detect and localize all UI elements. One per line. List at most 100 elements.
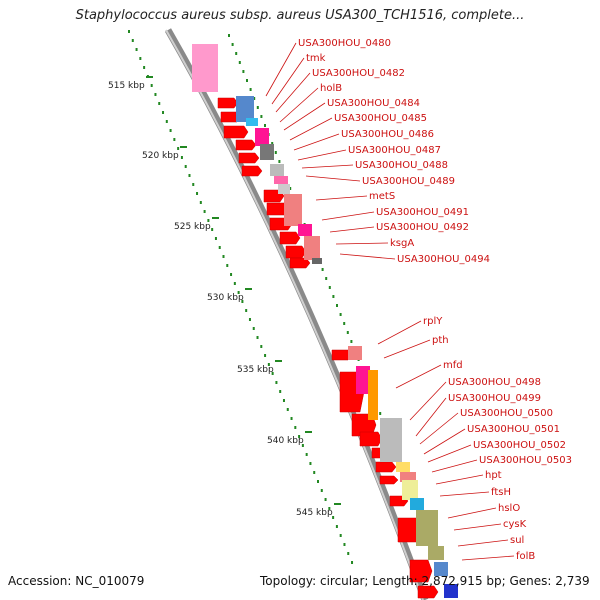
topology-text: Topology: circular; Length: 2,872,915 bp… bbox=[260, 574, 590, 588]
leader-line bbox=[461, 555, 515, 561]
leader-line bbox=[377, 320, 422, 345]
scale-dot bbox=[286, 408, 289, 411]
scale-dot bbox=[242, 70, 245, 73]
gene-block bbox=[236, 96, 254, 122]
scale-label: 540 kbp bbox=[267, 436, 304, 446]
scale-dot bbox=[230, 273, 233, 276]
scale-dot bbox=[228, 34, 230, 37]
leader-line bbox=[275, 72, 311, 113]
scale-dot bbox=[336, 304, 338, 307]
map-title: Staphylococcus aureus subsp. aureus USA3… bbox=[75, 8, 525, 23]
gene-label: USA300HOU_0502 bbox=[473, 440, 566, 451]
gene-label: USA300HOU_0488 bbox=[355, 160, 448, 171]
scale-dot bbox=[343, 322, 346, 325]
leader-line bbox=[297, 149, 347, 161]
scale-dot bbox=[343, 543, 346, 546]
leader-line bbox=[419, 412, 459, 445]
gene-label: USA300HOU_0487 bbox=[348, 145, 441, 156]
gene-label: ksgA bbox=[390, 238, 414, 249]
scale-dot bbox=[214, 237, 217, 240]
scale-dot bbox=[196, 192, 199, 195]
gene-block bbox=[348, 346, 362, 360]
gene-block bbox=[444, 584, 458, 598]
scale-dot bbox=[264, 354, 267, 357]
scale-label: 545 kbp bbox=[296, 508, 333, 518]
scale-dot bbox=[226, 264, 229, 267]
scale-label: 515 kbp bbox=[108, 81, 145, 91]
scale-dot bbox=[241, 300, 244, 303]
gene-block bbox=[260, 144, 274, 160]
scale-dot bbox=[203, 210, 206, 213]
leader-line bbox=[439, 491, 490, 497]
scale-dot bbox=[274, 151, 277, 154]
gene-label: USA300HOU_0480 bbox=[298, 38, 391, 49]
accession-text: Accession: NC_010079 bbox=[8, 574, 145, 588]
scale-dot bbox=[294, 426, 297, 429]
scale-dot bbox=[177, 147, 180, 150]
leader-line bbox=[279, 87, 319, 123]
leader-line bbox=[427, 444, 472, 463]
tick-mark bbox=[180, 146, 187, 148]
scale-dot bbox=[135, 48, 138, 51]
gene-label: hslO bbox=[498, 503, 520, 514]
leader-line bbox=[289, 117, 333, 141]
scale-dot bbox=[222, 255, 225, 258]
scale-dot bbox=[253, 97, 256, 100]
gene-label: rplY bbox=[423, 316, 443, 327]
scale-dot bbox=[350, 340, 353, 343]
scale-dot bbox=[278, 160, 281, 163]
scale-dot bbox=[347, 552, 350, 555]
scale-dot bbox=[328, 507, 331, 510]
scale-dot bbox=[313, 471, 316, 474]
scale-dot bbox=[335, 525, 338, 528]
gene-arrow bbox=[235, 139, 257, 151]
scale-dot bbox=[162, 111, 165, 114]
leader-line bbox=[431, 459, 478, 473]
scale-dot bbox=[128, 30, 130, 33]
scale-dot bbox=[256, 106, 259, 109]
gene-block bbox=[246, 118, 258, 126]
scale-dot bbox=[249, 88, 252, 91]
tick-mark bbox=[212, 217, 219, 219]
scale-dot bbox=[317, 480, 319, 483]
leader-line bbox=[453, 523, 502, 531]
scale-dot bbox=[192, 183, 195, 186]
gene-label: hpt bbox=[485, 470, 502, 481]
scale-dot bbox=[267, 363, 270, 366]
gene-block bbox=[304, 236, 320, 260]
gene-block bbox=[410, 498, 424, 510]
gene-block bbox=[192, 44, 218, 92]
scale-dot bbox=[207, 219, 210, 222]
gene-label: mfd bbox=[443, 360, 463, 371]
scale-dot bbox=[188, 174, 191, 177]
gene-block bbox=[402, 480, 418, 500]
gene-block bbox=[274, 176, 288, 184]
scale-dot bbox=[211, 228, 214, 231]
leader-line bbox=[409, 381, 447, 421]
gene-label: holB bbox=[320, 83, 342, 94]
gene-label: USA300HOU_0491 bbox=[376, 207, 469, 218]
scale-dot bbox=[238, 61, 241, 64]
scale-dot bbox=[339, 534, 342, 537]
gene-block bbox=[428, 546, 444, 560]
scale-dot bbox=[252, 327, 255, 330]
leader-line bbox=[301, 164, 354, 169]
leader-line bbox=[447, 507, 497, 519]
gene-arrow bbox=[241, 165, 263, 177]
scale-dot bbox=[143, 66, 146, 69]
gene-arrow bbox=[217, 97, 239, 109]
scale-dot bbox=[165, 120, 168, 123]
gene-block bbox=[312, 258, 322, 264]
scale-dot bbox=[199, 201, 202, 204]
gene-block bbox=[255, 128, 269, 146]
scale-dot bbox=[282, 399, 285, 402]
tick-mark bbox=[334, 503, 341, 505]
scale-dot bbox=[328, 286, 331, 289]
leader-line bbox=[457, 539, 509, 547]
scale-dot bbox=[298, 435, 301, 438]
scale-dot bbox=[180, 156, 183, 159]
leader-line bbox=[395, 364, 442, 389]
gene-label: USA300HOU_0503 bbox=[479, 455, 572, 466]
